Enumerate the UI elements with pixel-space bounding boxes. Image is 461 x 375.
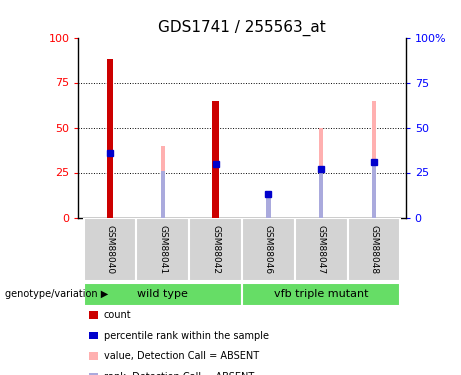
Bar: [372, 162, 376, 218]
Bar: [161, 171, 165, 217]
Text: GSM88040: GSM88040: [106, 225, 114, 274]
Bar: [83, 217, 136, 281]
Bar: [107, 59, 113, 217]
Bar: [266, 194, 271, 217]
Bar: [266, 194, 271, 217]
Text: GSM88046: GSM88046: [264, 225, 273, 274]
Text: wild type: wild type: [137, 290, 188, 299]
Text: GSM88047: GSM88047: [317, 225, 326, 274]
Text: GSM88041: GSM88041: [158, 225, 167, 274]
Bar: [348, 217, 401, 281]
Text: percentile rank within the sample: percentile rank within the sample: [104, 331, 269, 340]
Bar: [136, 217, 189, 281]
Text: rank, Detection Call = ABSENT: rank, Detection Call = ABSENT: [104, 372, 254, 375]
Bar: [319, 128, 323, 218]
Bar: [89, 352, 98, 360]
Bar: [295, 217, 348, 281]
Bar: [213, 100, 218, 218]
Bar: [89, 311, 98, 319]
Text: GSM88042: GSM88042: [211, 225, 220, 274]
Text: GSM88048: GSM88048: [370, 225, 378, 274]
Bar: [89, 332, 98, 339]
Text: vfb triple mutant: vfb triple mutant: [274, 290, 368, 299]
Bar: [83, 283, 242, 306]
Bar: [189, 217, 242, 281]
Bar: [372, 100, 376, 218]
Bar: [89, 373, 98, 375]
Bar: [213, 100, 219, 218]
Bar: [319, 169, 323, 217]
Text: genotype/variation ▶: genotype/variation ▶: [5, 290, 108, 299]
Bar: [108, 153, 112, 218]
Text: count: count: [104, 310, 131, 320]
Text: value, Detection Call = ABSENT: value, Detection Call = ABSENT: [104, 351, 259, 361]
Bar: [242, 283, 401, 306]
Title: GDS1741 / 255563_at: GDS1741 / 255563_at: [158, 20, 326, 36]
Bar: [108, 153, 112, 218]
Bar: [213, 164, 218, 218]
Bar: [242, 217, 295, 281]
Bar: [161, 146, 165, 218]
